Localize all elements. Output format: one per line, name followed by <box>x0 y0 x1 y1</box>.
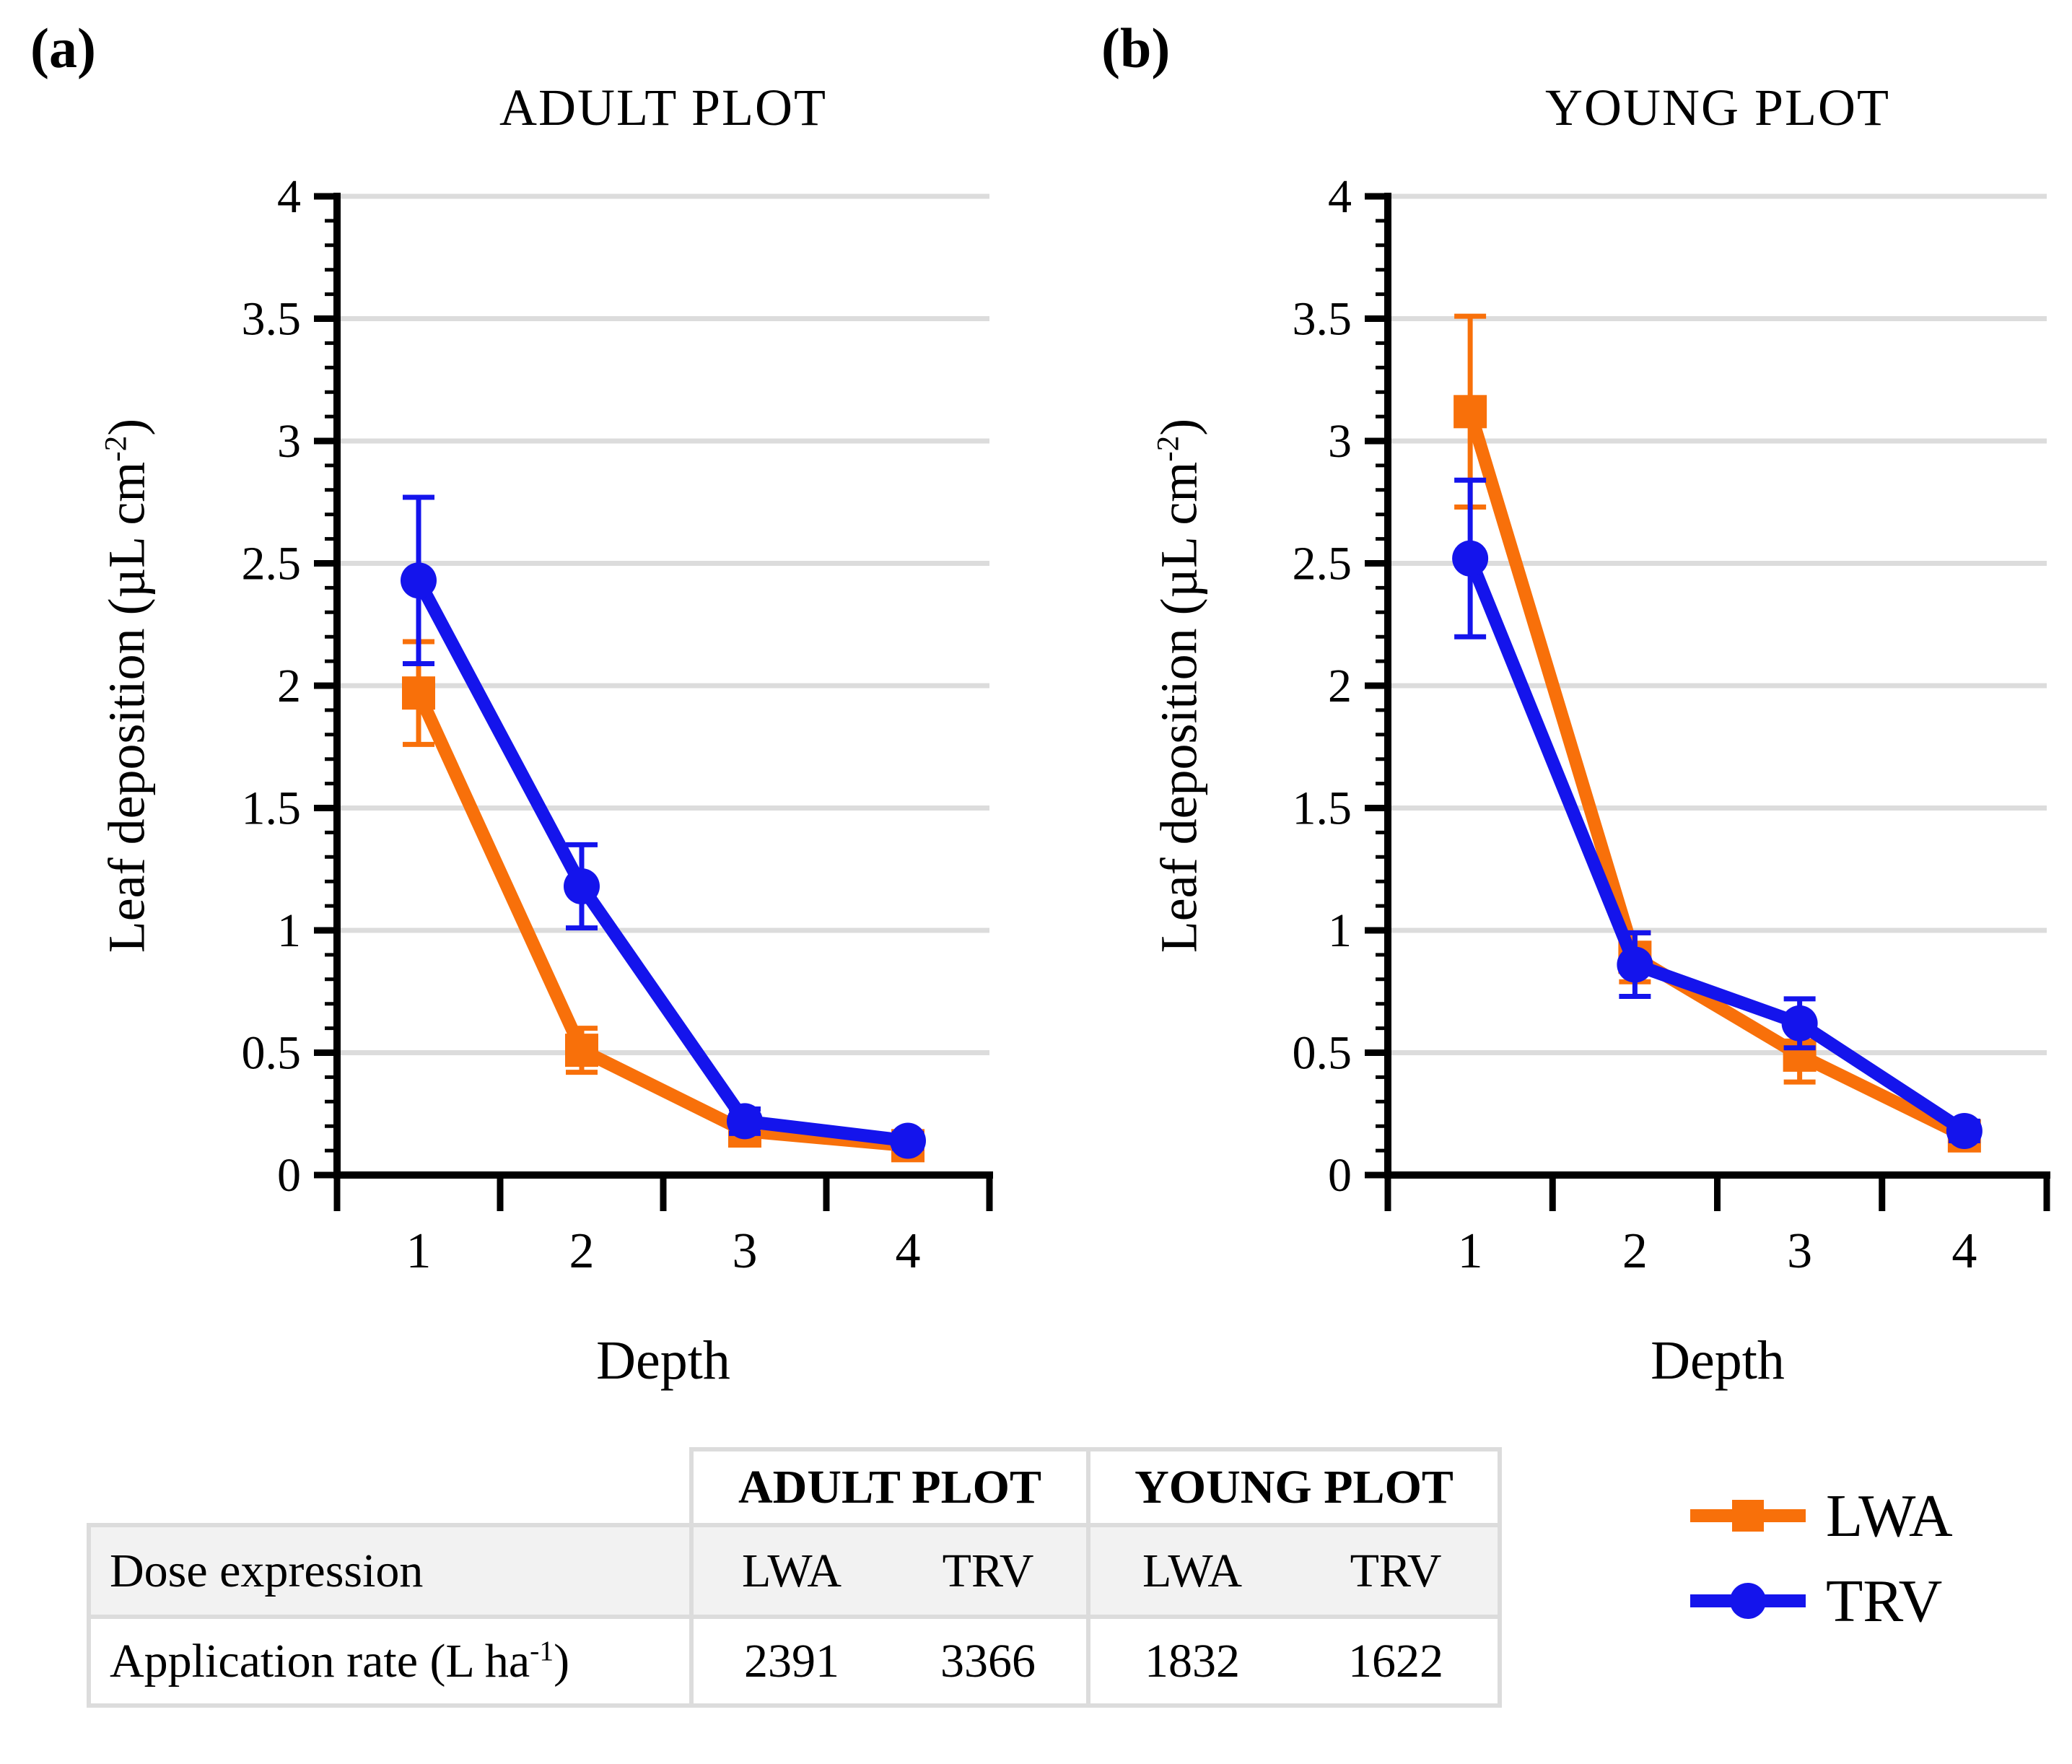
trv-circle-marker-icon <box>1690 1583 1806 1619</box>
b-y-tick-label: 2 <box>1328 660 1352 712</box>
b-y-tick-label: 1 <box>1328 904 1352 957</box>
application-rate-label-close: ) <box>554 1634 570 1687</box>
a-lwa-marker <box>402 676 435 710</box>
a-y-tick-label: 0 <box>277 1149 301 1202</box>
legend-item-lwa: LWA <box>1687 1481 1953 1550</box>
b-y-tick-label: 3 <box>1328 415 1352 468</box>
table-cell-young-trv-header: TRV <box>1294 1523 1502 1619</box>
a-trv-marker <box>401 562 437 599</box>
a-trv-marker <box>564 868 600 904</box>
b-y-tick-label: 3.5 <box>1293 293 1352 346</box>
chart-b-x-axis-title: Depth <box>1651 1330 1785 1391</box>
a-y-tick-label: 2 <box>277 660 301 712</box>
table-row-label-application-rate: Application rate (L ha-1) <box>87 1615 694 1708</box>
b-y-tick-label: 4 <box>1328 170 1352 223</box>
table-cell-adult-lwa-header: LWA <box>689 1523 890 1619</box>
table-header-young-plot: YOUNG PLOT <box>1086 1447 1502 1527</box>
lwa-square-marker-icon <box>1690 1500 1806 1532</box>
b-lwa-line <box>1464 405 1971 1143</box>
b-y-tick-label: 0 <box>1328 1149 1352 1202</box>
a-y-tick-label: 1 <box>277 904 301 957</box>
table-application-rate-row: Application rate (L ha-1) 2391 3366 1832… <box>87 1615 1502 1708</box>
table-cell-adult-trv-rate: 3366 <box>890 1615 1090 1708</box>
chart-b-title: YOUNG PLOT <box>1545 79 1890 136</box>
a-x-tick-label: 3 <box>733 1223 758 1279</box>
chart-a-x-axis-title: Depth <box>596 1330 730 1391</box>
a-y-tick-label: 2.5 <box>242 538 302 590</box>
a-trv-marker <box>890 1122 926 1159</box>
application-rate-label-superscript: -1 <box>530 1634 554 1667</box>
b-trv-line <box>1464 551 1971 1138</box>
legend-label-lwa: LWA <box>1826 1482 1953 1550</box>
a-trv-line <box>412 574 914 1148</box>
a-y-tick-label: 4 <box>277 170 301 223</box>
a-y-tick-label: 0.5 <box>242 1027 302 1080</box>
b-trv-marker <box>1617 946 1653 983</box>
b-y-tick-label: 0.5 <box>1293 1027 1352 1080</box>
panel-b-label: (b) <box>1101 17 1171 79</box>
table-group-header-row: ADULT PLOT YOUNG PLOT <box>89 1447 1502 1527</box>
chart-legend: LWA TRV <box>1687 1481 1953 1636</box>
table-dose-expression-row: Dose expression LWA TRV LWA TRV <box>87 1523 1502 1619</box>
b-y-tick-label: 2.5 <box>1293 538 1352 590</box>
charts-canvas: 0 0.5 1 1.5 2 2.5 3 3.5 4 1 2 3 4 0 0.5 1 1.5 2 2.5 3 3.5 4 1 2… <box>242 170 2050 1279</box>
table-empty-corner-cell <box>89 1449 691 1525</box>
b-trv-marker <box>1452 540 1489 577</box>
application-rate-label-text: Application rate (L ha <box>110 1634 530 1687</box>
table-header-adult-plot: ADULT PLOT <box>689 1447 1090 1527</box>
chart-a-title: ADULT PLOT <box>499 79 828 136</box>
a-x-tick-label: 1 <box>406 1223 432 1279</box>
a-y-tick-label: 1.5 <box>242 782 302 835</box>
a-trv-marker <box>727 1103 763 1140</box>
legend-item-trv: TRV <box>1687 1566 1953 1636</box>
a-x-tick-label: 2 <box>569 1223 595 1279</box>
b-y-tick-label: 1.5 <box>1293 782 1352 835</box>
table-row-label-dose-expression: Dose expression <box>87 1523 694 1619</box>
table-cell-young-lwa-rate: 1832 <box>1086 1615 1294 1708</box>
b-x-tick-label: 4 <box>1951 1223 1977 1279</box>
a-x-tick-label: 4 <box>896 1223 921 1279</box>
a-y-tick-label: 3.5 <box>242 293 302 346</box>
table-cell-adult-trv-header: TRV <box>890 1523 1090 1619</box>
table-cell-adult-lwa-rate: 2391 <box>689 1615 890 1708</box>
b-x-tick-label: 3 <box>1787 1223 1812 1279</box>
a-lwa-line <box>412 686 914 1153</box>
b-trv-marker <box>1781 1005 1818 1042</box>
a-y-tick-label: 3 <box>277 415 301 468</box>
dose-table: ADULT PLOT YOUNG PLOT Dose expression LW… <box>87 1447 1502 1708</box>
b-x-tick-label: 1 <box>1458 1223 1483 1279</box>
panel-a-label: (a) <box>30 17 96 79</box>
legend-label-trv: TRV <box>1826 1567 1943 1635</box>
b-trv-marker <box>1946 1112 1983 1149</box>
a-lwa-marker <box>565 1034 598 1067</box>
table-cell-young-lwa-header: LWA <box>1086 1523 1294 1619</box>
b-lwa-marker <box>1454 395 1487 429</box>
table-cell-young-trv-rate: 1622 <box>1294 1615 1502 1708</box>
b-x-tick-label: 2 <box>1622 1223 1648 1279</box>
